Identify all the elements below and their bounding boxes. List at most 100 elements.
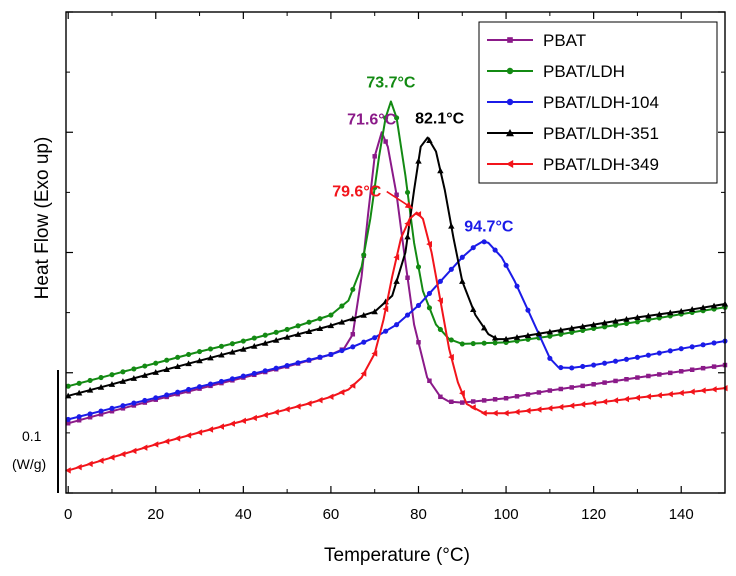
peak-label: 82.1°C: [415, 111, 465, 128]
data-point: [262, 411, 268, 419]
data-point: [481, 340, 487, 346]
data-point: [448, 353, 454, 361]
data-point: [327, 322, 335, 329]
data-point: [316, 396, 323, 404]
data-point: [546, 328, 554, 335]
data-point: [470, 399, 476, 404]
data-point: [361, 252, 367, 258]
data-point: [437, 278, 443, 284]
x-tick-label: 120: [581, 506, 606, 523]
data-point: [634, 319, 640, 325]
data-point: [535, 330, 543, 337]
data-point: [65, 383, 71, 389]
data-point: [503, 262, 509, 268]
data-point: [623, 395, 630, 403]
data-point: [415, 157, 422, 164]
data-point: [502, 409, 509, 417]
data-point: [175, 354, 181, 360]
data-point: [678, 307, 685, 314]
data-point: [535, 406, 542, 413]
data-point: [623, 316, 630, 322]
data-point: [360, 370, 367, 377]
data-point: [141, 444, 148, 451]
legend-item: PBAT: [487, 31, 586, 50]
data-point: [667, 348, 673, 354]
data-point: [491, 334, 499, 341]
series-line: [67, 131, 726, 425]
data-point: [186, 386, 192, 393]
data-point: [317, 354, 323, 360]
scale-bar-value: 0.1: [22, 428, 42, 444]
data-point: [283, 406, 290, 413]
data-point: [426, 137, 433, 144]
data-point: [492, 397, 498, 402]
series-line: [67, 136, 726, 397]
data-point: [646, 373, 651, 379]
data-point: [65, 421, 71, 426]
data-point: [163, 366, 170, 372]
legend-label: PBAT/LDH: [543, 62, 625, 81]
data-point: [98, 411, 104, 417]
data-point: [536, 390, 542, 395]
data-point: [700, 365, 706, 371]
data-point: [75, 463, 82, 471]
data-point: [393, 254, 400, 261]
data-point: [547, 388, 553, 393]
data-point: [393, 278, 400, 284]
data-point: [251, 370, 257, 377]
data-point: [602, 380, 607, 385]
data-point: [119, 378, 127, 384]
data-point: [558, 364, 564, 371]
data-point: [383, 328, 389, 334]
data-point: [656, 311, 663, 317]
data-point: [580, 327, 586, 333]
data-point: [240, 345, 247, 352]
data-point: [460, 400, 465, 405]
data-point: [185, 432, 192, 439]
data-point: [580, 383, 585, 389]
data-point: [108, 381, 116, 387]
data-point: [142, 397, 148, 403]
data-point: [645, 312, 652, 319]
data-point: [470, 306, 477, 312]
legend-item: PBAT/LDH-351: [487, 124, 659, 143]
data-point: [164, 357, 170, 363]
data-point: [349, 315, 357, 322]
data-point: [459, 278, 466, 284]
data-point: [305, 400, 312, 407]
data-point: [623, 356, 630, 362]
data-point: [317, 316, 323, 322]
data-point: [645, 352, 651, 358]
data-point: [470, 404, 476, 411]
data-point: [152, 369, 159, 375]
data-point: [416, 340, 421, 345]
data-point: [602, 324, 608, 330]
data-point: [131, 366, 137, 372]
data-point: [710, 386, 717, 393]
data-point: [98, 408, 104, 414]
data-point: [513, 408, 520, 416]
data-point: [350, 286, 356, 292]
legend-swatch-marker: [506, 129, 514, 137]
data-point: [405, 275, 410, 280]
data-point: [273, 329, 279, 335]
data-point: [547, 355, 553, 361]
data-point: [327, 393, 334, 400]
data-point: [634, 314, 641, 320]
scale-bar: 0.1 (W/g): [12, 370, 59, 493]
peak-arrow-head: [404, 201, 413, 209]
data-point: [196, 357, 203, 364]
data-point: [657, 372, 662, 377]
data-point: [688, 388, 695, 395]
x-tick-label: 40: [235, 506, 252, 523]
data-point: [240, 417, 246, 425]
series-pbat-ldh-351: [64, 136, 729, 399]
data-point: [667, 309, 674, 316]
data-point: [120, 406, 126, 411]
data-point: [262, 339, 269, 346]
data-point: [437, 326, 443, 333]
data-point: [196, 384, 203, 390]
data-point: [513, 334, 521, 340]
data-point: [109, 408, 115, 414]
data-point: [514, 283, 520, 289]
